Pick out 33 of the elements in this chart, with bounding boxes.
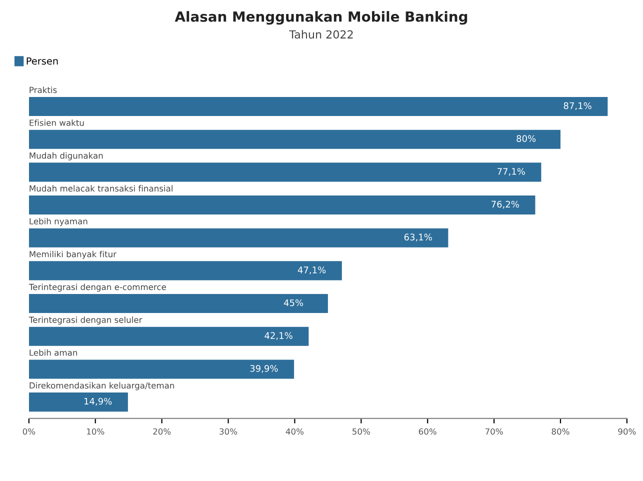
y-tick-label: Lebih nyaman (30, 218, 88, 226)
chart-title: Alasan Menggunakan Mobile Banking (174, 11, 468, 25)
y-tick-label: Memiliki banyak fitur (30, 250, 117, 259)
data-label: 80% (516, 135, 536, 142)
x-tick-label: 0% (22, 428, 36, 435)
data-label: 14,9% (84, 398, 112, 406)
x-tick-label: 90% (618, 428, 636, 435)
y-tick-label: Lebih aman (30, 349, 77, 356)
x-tick-label: 50% (352, 428, 370, 435)
x-tick-label: 70% (485, 428, 503, 435)
y-tick-label: Praktis (30, 86, 57, 94)
data-label: 45% (284, 299, 304, 306)
x-tick-label: 30% (220, 428, 238, 435)
y-tick-label: Direkomendasikan keluarga/teman (30, 382, 174, 390)
x-tick-label: 40% (286, 428, 304, 435)
data-label: 47,1% (298, 266, 326, 274)
x-tick-label: 80% (552, 428, 570, 435)
data-label: 42,1% (264, 332, 292, 340)
y-tick-label: Terintegrasi dengan e-commerce (28, 284, 166, 292)
data-label: 39,9% (250, 365, 278, 373)
x-tick-label: 10% (87, 428, 104, 435)
y-tick-label: Mudah digunakan (30, 152, 103, 160)
data-label: 63,1% (404, 234, 432, 242)
x-tick-label: 20% (153, 428, 171, 435)
y-tick-label: Mudah melacak transaksi finansial (30, 185, 172, 192)
chart-subtitle: Tahun 2022 (289, 30, 353, 39)
data-label: 76,2% (492, 200, 519, 209)
x-tick-label: 60% (418, 428, 436, 435)
y-tick-label: Efisien waktu (30, 119, 84, 126)
legend-label: Persen (26, 57, 58, 65)
y-tick-label: Terintegrasi dengan seluler (28, 316, 142, 325)
data-label: 87,1% (564, 102, 592, 110)
data-label: 77,1% (498, 168, 525, 176)
